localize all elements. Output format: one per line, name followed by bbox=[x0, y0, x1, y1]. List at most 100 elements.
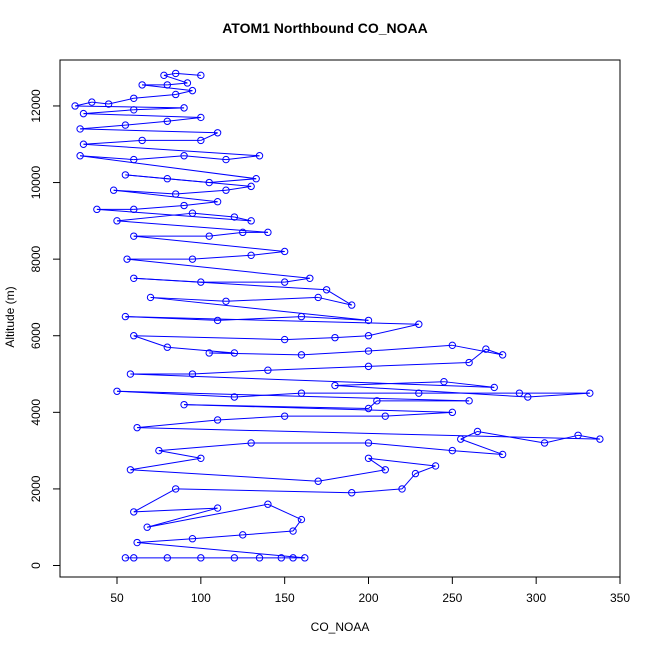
series-line-segment bbox=[267, 365, 369, 371]
data-point bbox=[130, 106, 138, 114]
series-line-segment bbox=[443, 381, 495, 388]
data-point bbox=[289, 554, 297, 562]
series-line-segment bbox=[368, 457, 436, 467]
data-point bbox=[113, 217, 121, 225]
data-point bbox=[121, 312, 130, 321]
data-point bbox=[247, 217, 255, 225]
data-point bbox=[364, 362, 373, 371]
series-line-segment bbox=[192, 212, 235, 218]
data-point bbox=[197, 136, 205, 145]
series-line-segment bbox=[137, 427, 600, 440]
data-point bbox=[93, 205, 101, 214]
data-point bbox=[133, 423, 141, 432]
data-point bbox=[381, 412, 389, 420]
series-line-segment bbox=[133, 235, 285, 252]
series-line-segment bbox=[83, 109, 134, 115]
series-line-segment bbox=[234, 392, 302, 398]
series-line-segment bbox=[133, 488, 176, 513]
series-line-segment bbox=[184, 155, 227, 161]
series-line-segment bbox=[150, 296, 227, 302]
data-point bbox=[126, 466, 135, 474]
series-line-segment bbox=[301, 350, 369, 356]
series-line-segment bbox=[125, 120, 168, 126]
data-point bbox=[121, 554, 130, 562]
data-point bbox=[457, 435, 465, 443]
series-line-segment bbox=[284, 277, 310, 283]
series-line-segment bbox=[284, 337, 335, 341]
series-line-segment bbox=[116, 390, 470, 402]
data-point bbox=[448, 446, 457, 455]
data-point bbox=[348, 301, 356, 309]
x-tick-label: 300 bbox=[526, 591, 546, 605]
data-point bbox=[301, 554, 309, 562]
series-line-segment bbox=[80, 124, 126, 130]
x-tick-label: 100 bbox=[191, 591, 211, 605]
data-point bbox=[104, 100, 113, 108]
data-point bbox=[188, 370, 197, 378]
series-line-segment bbox=[368, 344, 453, 352]
data-point bbox=[239, 531, 247, 539]
series-line-segment bbox=[137, 542, 305, 559]
data-point bbox=[482, 345, 490, 353]
series-line-segment bbox=[133, 277, 201, 283]
data-point bbox=[465, 397, 473, 405]
data-point bbox=[306, 274, 314, 282]
series-line-segment bbox=[167, 346, 235, 354]
data-point bbox=[515, 389, 524, 397]
data-point bbox=[163, 81, 172, 89]
data-point bbox=[197, 278, 205, 286]
data-point bbox=[297, 515, 306, 524]
series-line-segment bbox=[368, 400, 378, 409]
data-point bbox=[197, 454, 205, 462]
series-line-segment bbox=[351, 488, 403, 494]
y-tick-label: 10000 bbox=[29, 166, 43, 200]
data-point bbox=[171, 90, 180, 99]
series-line-segment bbox=[113, 189, 176, 195]
x-tick-label: 350 bbox=[610, 591, 630, 605]
data-point bbox=[163, 554, 172, 562]
data-point bbox=[76, 125, 84, 133]
data-point bbox=[160, 71, 168, 80]
data-point bbox=[364, 439, 373, 447]
data-point bbox=[280, 278, 289, 286]
series-line-segment bbox=[116, 390, 235, 398]
series-line-segment bbox=[334, 385, 528, 398]
series-line-segment bbox=[225, 185, 252, 191]
data-point bbox=[364, 347, 373, 355]
series-line-segment bbox=[368, 362, 470, 367]
series-line-segment bbox=[184, 201, 218, 207]
data-point bbox=[213, 197, 222, 206]
data-point bbox=[264, 500, 272, 508]
series-line-segment bbox=[175, 189, 227, 195]
data-point bbox=[230, 349, 239, 357]
data-point bbox=[138, 81, 146, 89]
data-point bbox=[348, 489, 356, 497]
series-line-segment bbox=[163, 72, 176, 76]
series-lines bbox=[74, 72, 600, 559]
data-point bbox=[255, 152, 264, 160]
series-line-segment bbox=[192, 369, 268, 375]
data-point bbox=[373, 397, 381, 405]
data-point bbox=[247, 251, 255, 260]
data-point bbox=[364, 404, 373, 413]
data-point bbox=[596, 435, 604, 443]
data-point bbox=[138, 136, 146, 145]
series-line-segment bbox=[116, 212, 193, 222]
data-point bbox=[222, 297, 230, 305]
data-point bbox=[130, 232, 138, 240]
data-point bbox=[197, 113, 205, 122]
series-line-segment bbox=[108, 97, 134, 105]
series-line-segment bbox=[163, 74, 188, 84]
series-line-segment bbox=[80, 128, 218, 134]
data-point bbox=[130, 94, 138, 102]
data-point bbox=[188, 535, 197, 543]
series-line-segment bbox=[460, 438, 503, 455]
data-point bbox=[197, 71, 205, 80]
series-line-segment bbox=[130, 373, 495, 388]
series-line-segment bbox=[116, 220, 268, 233]
data-point bbox=[448, 341, 457, 350]
data-point bbox=[415, 320, 423, 328]
data-point bbox=[465, 358, 473, 367]
series-line-segment bbox=[192, 534, 243, 540]
data-point bbox=[130, 332, 138, 340]
